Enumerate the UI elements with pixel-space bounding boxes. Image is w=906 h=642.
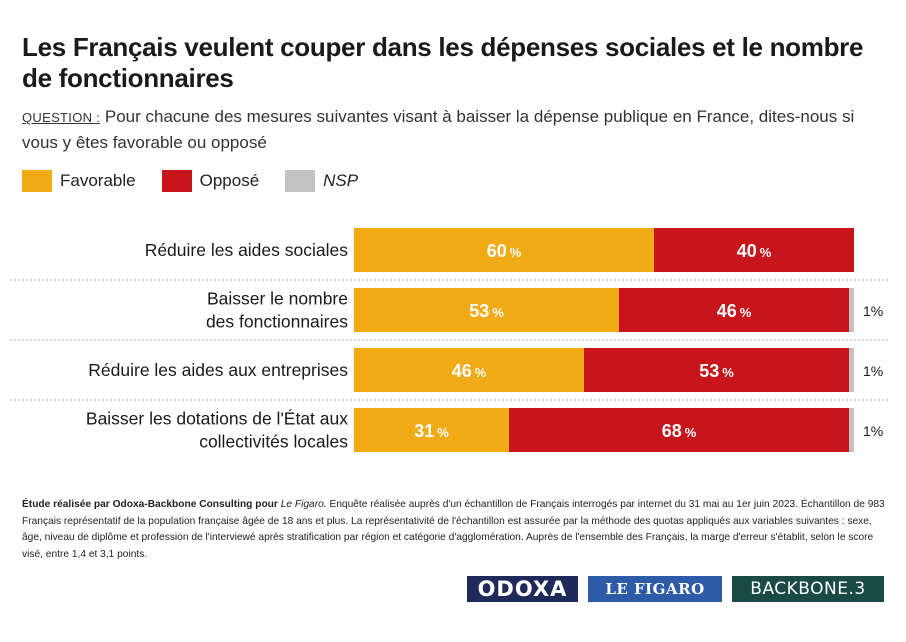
category-label: Réduire les aides aux entreprises xyxy=(88,360,348,380)
data-label: 53% xyxy=(469,301,504,321)
chart-title: Les Français veulent couper dans les dép… xyxy=(22,32,864,93)
backbone-logo: BACKBONE.3 xyxy=(732,576,884,602)
legend-label-oppose: Opposé xyxy=(199,171,260,190)
bar-segment-opposé xyxy=(509,408,849,452)
category-label: Réduire les aides sociales xyxy=(145,240,349,260)
odoxa-logo: ODOXA xyxy=(467,576,578,602)
footnote-bold: Étude réalisée par Odoxa-Backbone Consul… xyxy=(22,499,278,510)
footnote: Étude réalisée par Odoxa-Backbone Consul… xyxy=(22,497,890,563)
data-label: 53% xyxy=(699,361,734,381)
figaro-logo: LE FIGARO xyxy=(588,576,722,602)
stacked-bar-chart: Réduire les aides sociales 60% 40% Baisser … xyxy=(0,218,906,478)
legend-item-favorable: Favorable xyxy=(22,170,136,192)
data-label: 46% xyxy=(717,301,752,321)
data-label: 60% xyxy=(487,241,522,261)
question-label: QUESTION : xyxy=(22,110,101,125)
legend-swatch-favorable xyxy=(22,170,52,192)
bar-segment-favorable xyxy=(354,228,654,272)
bar-segment-favorable xyxy=(354,408,509,452)
bar-segment-favorable xyxy=(354,288,619,332)
nsp-label: 1% xyxy=(863,363,883,379)
logos: ODOXA LE FIGARO BACKBONE.3 xyxy=(0,576,906,604)
bar-segment-opposé xyxy=(654,228,854,272)
bar-segment-nsp xyxy=(849,288,854,332)
legend-swatch-nsp xyxy=(285,170,316,192)
nsp-label: 1% xyxy=(863,303,883,319)
data-label: 31% xyxy=(414,421,449,441)
bar-segment-favorable xyxy=(354,348,584,392)
legend: Favorable Opposé NSP xyxy=(22,168,384,194)
bar-segment-nsp xyxy=(849,348,854,392)
category-label: Baisser les dotations de l'État aux colle… xyxy=(86,409,348,452)
category-label: Baisser le nombre des fonctionnaires xyxy=(206,289,348,332)
legend-label-favorable: Favorable xyxy=(60,171,136,190)
bar-segment-opposé xyxy=(619,288,849,332)
legend-label-nsp: NSP xyxy=(323,171,359,190)
question-body: Pour chacune des mesures suivantes visan… xyxy=(22,107,855,152)
nsp-label: 1% xyxy=(863,423,883,439)
question-text: QUESTION : Pour chacune des mesures suiv… xyxy=(22,104,892,155)
chart-svg: Réduire les aides sociales 60% 40 % Baisser … xyxy=(10,228,890,452)
data-label: 46% xyxy=(452,361,487,381)
legend-item-nsp: NSP xyxy=(285,170,358,192)
bar-segment-nsp xyxy=(849,408,854,452)
data-label: 68% xyxy=(662,421,697,441)
footnote-text: Enquête réalisée auprès d'un échantillon… xyxy=(22,499,885,560)
data-label: 40% xyxy=(737,241,772,261)
legend-swatch-oppose xyxy=(161,170,192,192)
bar-segment-opposé xyxy=(584,348,849,392)
legend-item-oppose: Opposé xyxy=(161,170,260,192)
footnote-italic: Le Figaro. xyxy=(280,499,327,510)
